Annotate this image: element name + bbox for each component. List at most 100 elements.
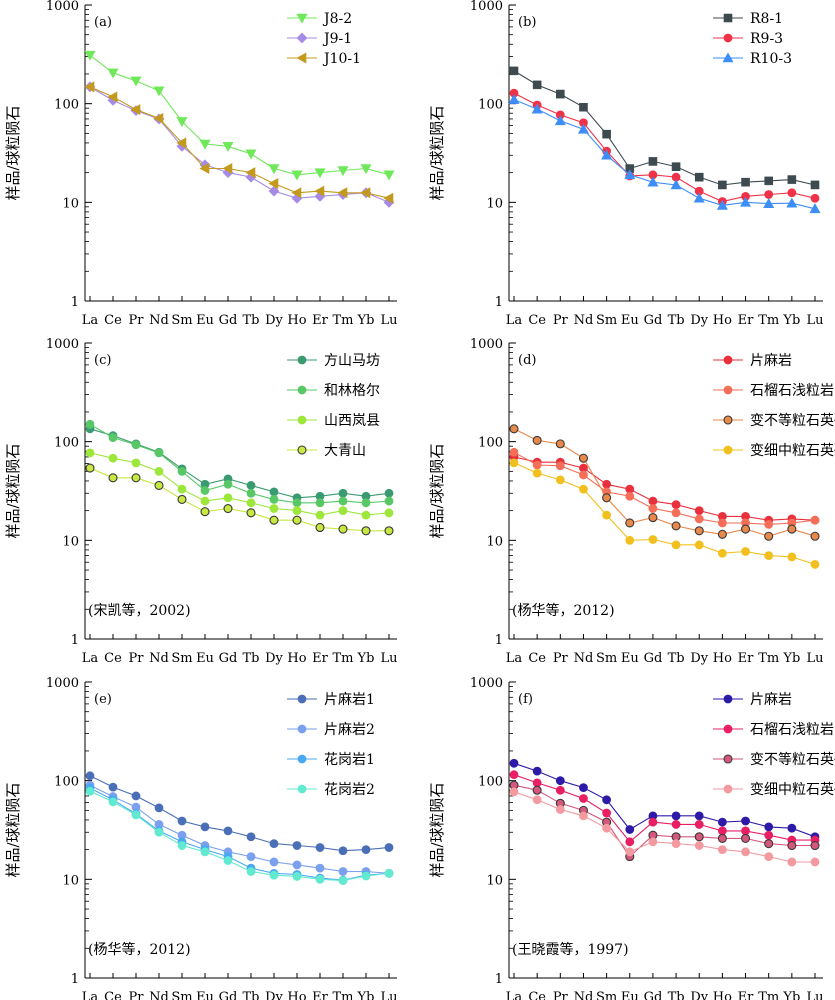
x-tick-label-Nd: Nd bbox=[574, 990, 594, 1000]
citation-note: (王晓霞等，1997) bbox=[512, 941, 629, 958]
legend-entry-2: 变不等粒石英砂岩 bbox=[713, 751, 835, 768]
x-tick-label-Sm: Sm bbox=[171, 990, 192, 1000]
x-tick-label-Er: Er bbox=[738, 990, 754, 1000]
legend-label: 山西岚县 bbox=[324, 413, 380, 429]
data-point-Lu bbox=[384, 868, 394, 878]
panel-label: (c) bbox=[94, 353, 111, 368]
legend-label: 变细中粒石英砂岩 bbox=[750, 781, 835, 798]
data-point-Tm bbox=[338, 846, 348, 856]
data-point-Sm bbox=[176, 117, 188, 128]
data-point-Yb bbox=[787, 840, 797, 851]
x-tick-label-Tm: Tm bbox=[758, 651, 779, 666]
data-point-Ho bbox=[292, 872, 302, 881]
data-point-La bbox=[509, 770, 519, 780]
panel-label: (b) bbox=[518, 15, 536, 30]
x-tick-label-Gd: Gd bbox=[219, 651, 238, 666]
y-tick-label: 100 bbox=[478, 98, 503, 113]
series-0 bbox=[85, 771, 394, 856]
y-axis-title: 样品/球粒陨石 bbox=[428, 782, 446, 877]
x-tick-label-Lu: Lu bbox=[806, 313, 823, 328]
data-point-Gd bbox=[223, 503, 233, 514]
data-point-Tb bbox=[670, 179, 682, 190]
chart-panel-b: 1 10 100 1000 La Ce Pr Nd Sm Eu Gd Tb Dy Ho Er Tm Yb Lu 样品… bbox=[428, 0, 824, 328]
legend-entry-0: 片麻岩 bbox=[713, 692, 792, 708]
data-point-Dy bbox=[694, 540, 704, 550]
data-point-Ce bbox=[108, 782, 118, 792]
x-tick-label-Nd: Nd bbox=[574, 651, 594, 666]
data-point-Pr bbox=[556, 89, 565, 99]
data-point-Lu bbox=[810, 180, 820, 190]
legend-label: R10-3 bbox=[750, 51, 792, 67]
data-point-Tm bbox=[338, 876, 348, 886]
data-point-La bbox=[509, 424, 519, 434]
data-point-Ce bbox=[108, 433, 118, 442]
data-point-Ho bbox=[292, 860, 302, 870]
data-point-Er bbox=[315, 498, 325, 508]
data-point-Pr bbox=[555, 805, 565, 814]
data-point-Ce bbox=[532, 80, 542, 90]
y-axis-title: 样品/球粒陨石 bbox=[428, 105, 446, 200]
data-point-Er bbox=[315, 510, 325, 520]
data-point-Ce bbox=[108, 797, 118, 807]
data-point-Ho bbox=[717, 529, 727, 539]
data-point-Tm bbox=[337, 166, 349, 177]
x-tick-label-Tm: Tm bbox=[758, 313, 779, 328]
data-point-Eu bbox=[625, 518, 635, 528]
data-point-Er bbox=[741, 177, 750, 187]
y-tick-label: 1000 bbox=[470, 337, 503, 352]
citation-note: (宋凯等，2002) bbox=[88, 602, 191, 619]
data-point-Pr bbox=[131, 458, 141, 468]
data-point-Yb bbox=[787, 552, 797, 562]
x-tick-label-Ho: Ho bbox=[287, 651, 306, 666]
data-point-Dy bbox=[268, 164, 280, 175]
x-tick-label-Eu: Eu bbox=[196, 651, 214, 666]
data-point-Tb bbox=[671, 500, 681, 510]
y-tick-label: 100 bbox=[54, 775, 79, 790]
data-point-La bbox=[85, 771, 95, 781]
data-point-Dy bbox=[269, 487, 279, 497]
data-point-La bbox=[509, 787, 519, 797]
data-point-Ho bbox=[292, 841, 302, 850]
data-point-Sm bbox=[177, 484, 187, 494]
data-point-Sm bbox=[177, 466, 187, 476]
data-point-Ho bbox=[717, 845, 727, 855]
data-point-Ce bbox=[532, 435, 542, 445]
x-tick-label-Er: Er bbox=[312, 313, 328, 328]
panel-label: (a) bbox=[94, 15, 112, 30]
x-tick-label-Pr: Pr bbox=[553, 990, 569, 1000]
data-point-Ce bbox=[108, 473, 118, 483]
data-point-Er bbox=[741, 547, 750, 556]
data-point-Nd bbox=[154, 803, 164, 813]
data-point-La bbox=[85, 463, 95, 473]
data-point-Tb bbox=[671, 508, 681, 518]
data-point-Sm bbox=[602, 479, 612, 489]
data-point-Yb bbox=[361, 510, 371, 520]
data-point-Tb bbox=[671, 839, 681, 849]
data-point-Er bbox=[740, 524, 751, 534]
data-point-La bbox=[84, 50, 96, 61]
data-point-Sm bbox=[602, 510, 612, 520]
data-point-Lu bbox=[810, 857, 820, 867]
legend-marker bbox=[723, 724, 733, 734]
legend-entry-1: 石榴石浅粒岩 bbox=[713, 722, 834, 738]
data-point-Ho bbox=[292, 506, 302, 516]
data-point-Sm bbox=[602, 823, 612, 833]
data-point-Dy bbox=[268, 185, 280, 197]
x-tick-label-Ho: Ho bbox=[713, 651, 732, 666]
data-point-Eu bbox=[200, 486, 210, 495]
x-tick-label-Ce: Ce bbox=[104, 651, 122, 666]
data-point-Tm bbox=[338, 524, 348, 534]
data-point-Eu bbox=[625, 847, 635, 857]
data-point-Sm bbox=[602, 795, 612, 805]
data-point-Pr bbox=[555, 776, 565, 786]
y-tick-label: 1 bbox=[495, 295, 503, 310]
legend-entry-0: J8-2 bbox=[287, 11, 352, 27]
data-point-Pr bbox=[555, 475, 565, 485]
x-tick-label-Eu: Eu bbox=[621, 651, 639, 666]
x-tick-label-Lu: Lu bbox=[380, 651, 397, 666]
series-2 bbox=[509, 780, 820, 862]
x-tick-label-Lu: Lu bbox=[806, 651, 823, 666]
data-point-Er bbox=[314, 168, 326, 179]
legend-marker bbox=[297, 355, 307, 365]
data-point-Yb bbox=[787, 823, 797, 833]
